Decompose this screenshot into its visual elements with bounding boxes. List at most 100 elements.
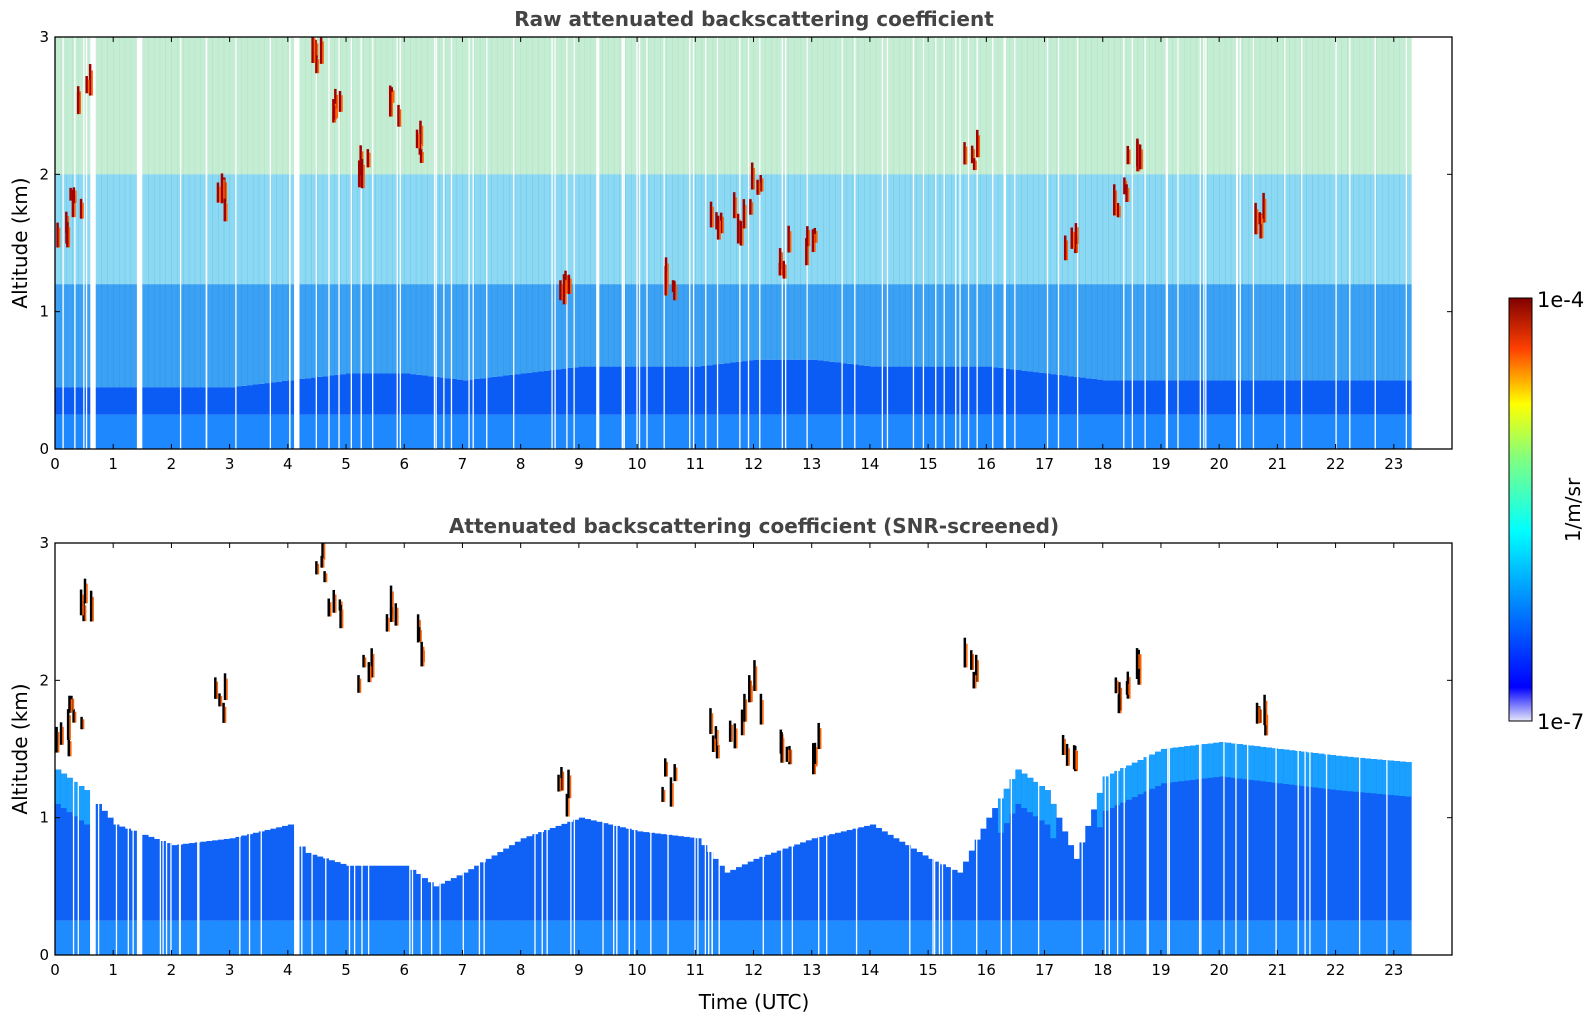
x-tick-label: 6	[399, 961, 409, 979]
signal-cell	[584, 414, 591, 449]
noise-cell	[55, 37, 62, 175]
signal-cell	[1213, 742, 1220, 921]
signal-cell	[899, 841, 906, 921]
signal-cell	[404, 920, 411, 955]
noise-cell	[1230, 174, 1238, 285]
dropout-line	[115, 543, 118, 955]
signal-cell	[800, 842, 807, 921]
cloud-mark	[806, 226, 809, 247]
x-tick-label: 0	[50, 961, 60, 979]
signal-cell	[1027, 284, 1034, 372]
cloud-mark	[92, 596, 94, 622]
signal-cell	[450, 920, 458, 955]
dropout-line	[450, 37, 453, 449]
signal-cell	[1201, 414, 1208, 449]
signal-cell	[1085, 378, 1092, 415]
noise-cell	[503, 37, 510, 175]
signal-cell	[514, 841, 522, 921]
noise-cell	[899, 174, 906, 285]
noise-cell	[1201, 174, 1208, 285]
noise-cell	[584, 174, 591, 285]
signal-cell	[1172, 284, 1179, 381]
cloud-mark	[218, 693, 221, 707]
signal-cell	[1108, 773, 1115, 809]
noise-cell	[1283, 37, 1290, 175]
signal-cell	[264, 414, 271, 449]
signal-cell	[997, 367, 1005, 415]
noise-cell	[159, 174, 166, 285]
signal-cell	[1289, 380, 1296, 415]
signal-cell	[776, 920, 784, 955]
signal-cell	[660, 920, 667, 955]
noise-cell	[95, 174, 102, 285]
signal-cell	[986, 284, 993, 367]
signal-cell	[1259, 284, 1267, 381]
signal-cell	[1062, 831, 1069, 921]
signal-cell	[206, 387, 213, 415]
signal-cell	[1178, 920, 1185, 955]
signal-cell	[642, 284, 650, 367]
signal-cell	[119, 284, 126, 388]
noise-cell	[1009, 37, 1016, 175]
noise-cell	[701, 37, 708, 175]
dropout-line	[433, 37, 436, 449]
cloud-mark	[753, 660, 756, 692]
noise-cell	[485, 37, 492, 175]
signal-cell	[753, 359, 760, 415]
signal-cell	[730, 414, 737, 449]
signal-cell	[1364, 920, 1371, 955]
signal-cell	[328, 375, 335, 415]
noise-cell	[1399, 37, 1406, 175]
signal-cell	[549, 827, 556, 921]
signal-cell	[299, 846, 306, 921]
signal-cell	[765, 284, 772, 360]
dropout-line	[462, 543, 464, 955]
dropout-line	[759, 37, 761, 449]
signal-cell	[980, 920, 987, 955]
signal-cell	[526, 284, 533, 373]
signal-cell	[72, 284, 79, 388]
signal-cell	[1358, 414, 1366, 449]
signal-cell	[1009, 779, 1016, 814]
noise-cell	[753, 37, 760, 175]
cloud-mark	[316, 43, 319, 59]
noise-cell	[567, 37, 574, 175]
cloud-mark	[341, 601, 343, 611]
signal-cell	[712, 920, 719, 955]
signal-cell	[153, 838, 161, 921]
noise-cell	[311, 174, 318, 285]
signal-cell	[276, 920, 283, 955]
signal-cell	[765, 414, 772, 449]
noise-cell	[893, 174, 900, 285]
noise-cell	[852, 37, 859, 175]
signal-cell	[1224, 284, 1232, 381]
signal-cell	[718, 414, 725, 449]
signal-cell	[1329, 920, 1336, 955]
signal-cell	[1300, 751, 1307, 787]
y-tick-label: 0	[39, 946, 49, 964]
signal-cell	[66, 777, 73, 813]
cloud-mark	[569, 775, 572, 799]
signal-cell	[1382, 284, 1389, 381]
signal-cell	[881, 831, 888, 921]
signal-cell	[1021, 773, 1028, 921]
dropout-line	[1004, 37, 1006, 449]
noise-cell	[887, 174, 894, 285]
signal-cell	[619, 920, 626, 955]
panel-raw: Raw attenuated backscattering coefficien…	[8, 7, 1453, 473]
signal-cell	[1393, 284, 1401, 381]
signal-cell	[1056, 414, 1063, 449]
signal-cell	[642, 832, 650, 921]
noise-cell	[235, 37, 242, 175]
cloud-mark	[66, 709, 70, 740]
signal-cell	[543, 370, 551, 415]
signal-cell	[1248, 414, 1255, 449]
noise-cell	[159, 37, 166, 175]
noise-cell	[741, 174, 749, 285]
signal-cell	[1149, 754, 1156, 789]
signal-cell	[316, 376, 324, 415]
dropout-line	[289, 37, 291, 449]
signal-cell	[980, 828, 987, 921]
signal-cell	[159, 387, 166, 415]
signal-cell	[1405, 380, 1412, 415]
